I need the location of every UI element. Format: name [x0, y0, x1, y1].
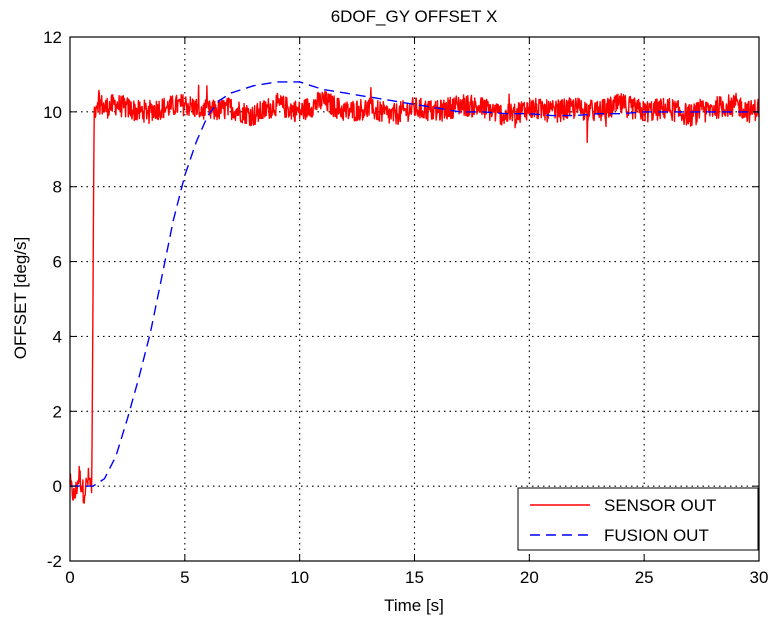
grid-layer [70, 37, 759, 561]
x-tick-label: 25 [635, 568, 654, 587]
y-tick-label: 2 [53, 402, 62, 421]
x-axis-label: Time [s] [384, 596, 444, 615]
y-tick-label: 10 [43, 103, 62, 122]
x-tick-label: 30 [750, 568, 769, 587]
series-layer [69, 81, 760, 504]
legend-label-sensor-out: SENSOR OUT [604, 496, 716, 515]
x-tick-label: 20 [520, 568, 539, 587]
y-tick-label: 6 [53, 253, 62, 272]
series-line-sensor-out [69, 84, 760, 504]
y-tick-label: -2 [47, 552, 62, 571]
x-tick-label: 10 [290, 568, 309, 587]
x-tick-label: 5 [180, 568, 189, 587]
legend-box [517, 487, 759, 551]
legend-label-fusion-out: FUSION OUT [604, 526, 709, 545]
legend: SENSOR OUT FUSION OUT [517, 487, 759, 551]
chart-title: 6DOF_GY OFFSET X [331, 7, 498, 26]
x-tick-label: 0 [65, 568, 74, 587]
series-line-fusion-out [70, 81, 759, 487]
y-axis-label: OFFSET [deg/s] [11, 237, 30, 360]
y-tick-label: 0 [53, 477, 62, 496]
y-tick-label: 4 [53, 327, 62, 346]
x-tick-label: 15 [405, 568, 424, 587]
y-tick-label: 12 [43, 28, 62, 47]
plot-area [70, 37, 759, 561]
y-tick-label: 8 [53, 178, 62, 197]
